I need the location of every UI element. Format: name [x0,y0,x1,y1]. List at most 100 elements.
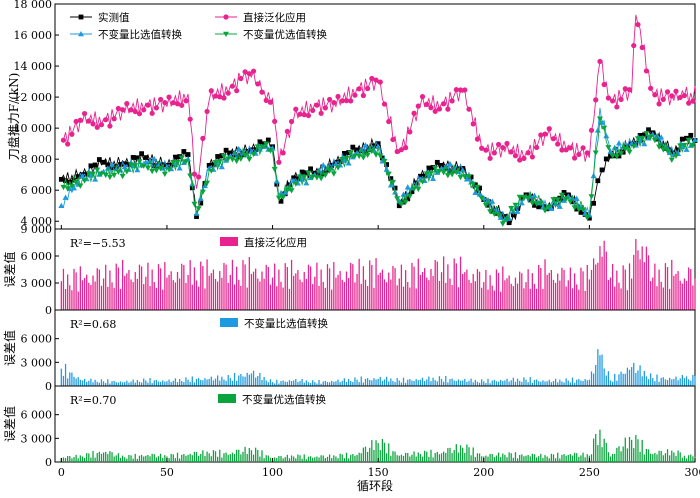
data-point-series-1 [319,111,324,116]
error-bar-0 [652,278,653,310]
error-bar-2 [570,454,571,462]
data-point-series-1 [656,101,661,106]
error-bar-2 [190,454,191,462]
error-bar-2 [411,455,412,462]
y-axis-title-bar-2: 误差值 [2,406,17,442]
error-bar-1 [73,377,74,386]
error-bar-0 [479,272,480,310]
error-bar-2 [291,455,292,462]
error-bar-0 [251,274,252,310]
error-bar-0 [690,269,691,310]
error-bar-2 [204,456,205,462]
error-bar-0 [561,268,562,310]
error-bar-0 [228,283,229,310]
error-bar-0 [225,265,226,310]
error-bar-2 [202,450,203,462]
data-point-series-1 [357,86,362,91]
error-bar-0 [141,266,142,310]
error-bar-1 [287,382,288,386]
error-bar-0 [464,272,465,310]
data-point-series-0 [426,166,431,171]
error-bar-2 [263,458,264,462]
error-bar-2 [107,454,108,462]
error-bar-0 [276,286,277,310]
error-bar-0 [120,289,121,310]
error-bar-1 [639,365,640,386]
error-bar-0 [213,270,214,310]
error-bar-1 [101,379,102,386]
error-bar-2 [432,457,433,462]
data-point-series-1 [103,117,108,122]
error-bar-2 [348,458,349,462]
error-bar-1 [217,375,218,386]
error-bar-0 [644,262,645,310]
legend-marker-0 [79,15,84,20]
error-bar-1 [255,378,256,386]
error-bar-0 [521,273,522,310]
data-point-series-1 [542,131,547,136]
data-point-series-1 [188,117,193,122]
error-bar-1 [211,377,212,386]
error-bar-1 [576,380,577,386]
error-bar-2 [251,450,252,462]
error-bar-1 [133,379,134,386]
data-point-series-1 [475,137,480,142]
error-bar-0 [409,288,410,310]
error-bar-0 [654,264,655,310]
error-bar-2 [94,458,95,462]
error-bar-1 [390,378,391,386]
error-bar-2 [585,457,586,462]
error-bar-2 [139,456,140,462]
error-bar-2 [73,457,74,462]
error-bar-1 [280,381,281,386]
data-point-series-1 [661,97,666,102]
error-bar-1 [595,365,596,386]
error-bar-2 [211,456,212,462]
error-bar-2 [109,451,110,462]
data-point-series-3 [318,176,324,181]
error-bar-0 [513,286,514,310]
data-point-series-3 [187,174,193,179]
error-bar-2 [257,450,258,462]
error-bar-2 [669,455,670,462]
error-bar-2 [310,456,311,462]
error-bar-1 [299,381,300,386]
error-bar-2 [407,453,408,462]
legend-swatch-bar-2 [218,394,236,403]
error-bar-1 [618,374,619,386]
data-point-series-1 [488,156,493,161]
error-bar-2 [680,452,681,462]
error-bar-0 [346,272,347,310]
error-bar-1 [644,371,645,386]
error-bar-0 [572,288,573,310]
error-bar-2 [422,457,423,462]
data-point-series-0 [688,133,693,138]
error-bar-2 [160,454,161,462]
y-tick-label: 3 000 [21,432,53,445]
error-bar-0 [236,267,237,310]
error-bar-2 [625,438,626,462]
error-bar-1 [439,376,440,386]
error-bar-1 [470,379,471,386]
error-bar-1 [124,382,125,386]
error-bar-2 [206,452,207,462]
data-point-series-0 [139,151,144,156]
error-bar-2 [458,453,459,462]
error-bar-0 [443,256,444,310]
error-bar-2 [608,452,609,462]
error-bar-1 [359,382,360,386]
error-bar-2 [405,453,406,462]
error-bar-2 [230,454,231,462]
error-bar-1 [337,380,338,386]
error-bar-0 [667,267,668,310]
data-point-series-1 [82,111,87,116]
error-bar-2 [253,455,254,462]
data-point-series-0 [89,163,94,168]
data-point-series-1 [107,123,112,128]
data-point-series-1 [183,98,188,103]
error-bar-2 [384,443,385,462]
error-bar-1 [401,382,402,386]
error-bar-0 [593,258,594,310]
error-bar-2 [223,453,224,462]
error-bar-0 [384,279,385,310]
